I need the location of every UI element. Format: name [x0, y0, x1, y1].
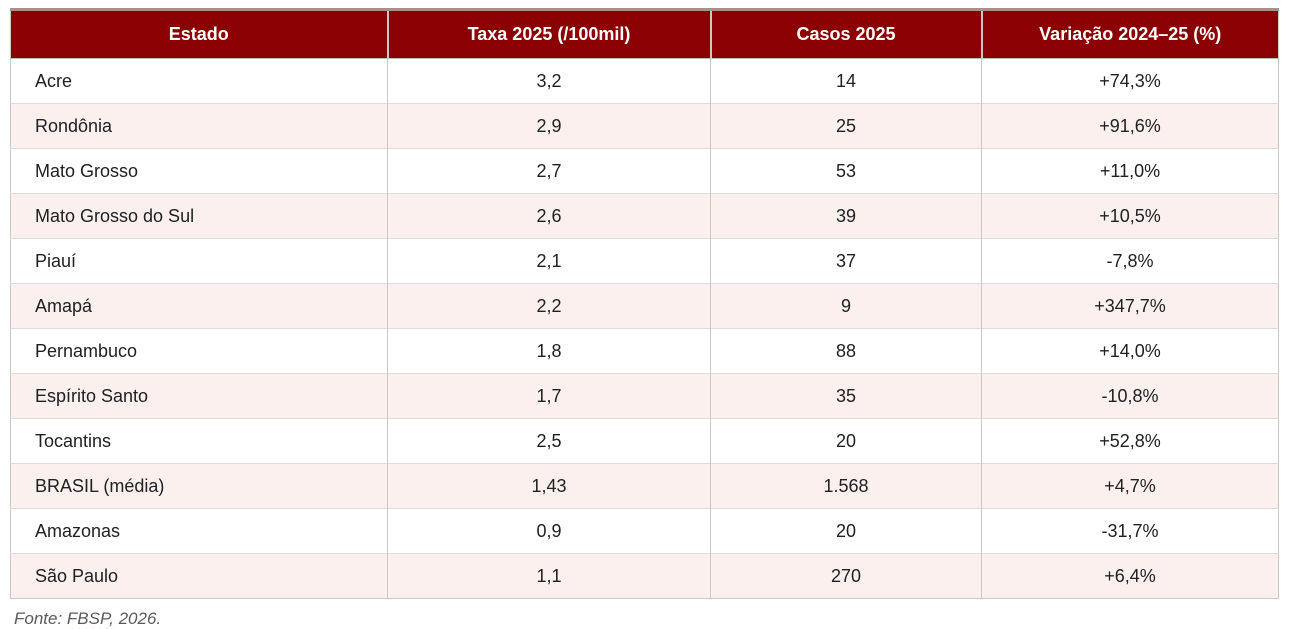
- table-cell: +6,4%: [981, 553, 1279, 599]
- column-header-variacao: Variação 2024–25 (%): [980, 8, 1279, 59]
- table-cell: 2,7: [387, 148, 711, 194]
- table-row: Tocantins 2,5 20 +52,8%: [10, 418, 1279, 464]
- table-cell: 14: [710, 58, 982, 104]
- header-row: Estado Taxa 2025 (/100mil) Casos 2025 Va…: [10, 8, 1279, 59]
- source-note-suffix: 2026.: [113, 609, 162, 628]
- table-cell: 37: [710, 238, 982, 284]
- table-cell: +91,6%: [981, 103, 1279, 149]
- table-row: BRASIL (média) 1,43 1.568 +4,7%: [10, 463, 1279, 509]
- table-cell: 35: [710, 373, 982, 419]
- table-cell: +74,3%: [981, 58, 1279, 104]
- table-cell: 2,6: [387, 193, 711, 239]
- table-cell: -10,8%: [981, 373, 1279, 419]
- column-header-estado: Estado: [10, 8, 388, 59]
- table-row: Amazonas 0,9 20 -31,7%: [10, 508, 1279, 554]
- table-cell: +347,7%: [981, 283, 1279, 329]
- table-cell: Tocantins: [10, 418, 388, 464]
- table-cell: 9: [710, 283, 982, 329]
- table-cell: Pernambuco: [10, 328, 388, 374]
- table-cell: 88: [710, 328, 982, 374]
- table-row: Piauí 2,1 37 -7,8%: [10, 238, 1279, 284]
- table-cell: 0,9: [387, 508, 711, 554]
- table-row: Pernambuco 1,8 88 +14,0%: [10, 328, 1279, 374]
- table-cell: Mato Grosso: [10, 148, 388, 194]
- table-row: Rondônia 2,9 25 +91,6%: [10, 103, 1279, 149]
- table-cell: 2,5: [387, 418, 711, 464]
- table-cell: 2,9: [387, 103, 711, 149]
- table-cell: 270: [710, 553, 982, 599]
- table-cell: -7,8%: [981, 238, 1279, 284]
- table-cell: 1,8: [387, 328, 711, 374]
- table-row: Mato Grosso 2,7 53 +11,0%: [10, 148, 1279, 194]
- source-note-prefix: Fonte:: [14, 609, 67, 628]
- table-cell: 1,43: [387, 463, 711, 509]
- table-row: Amapá 2,2 9 +347,7%: [10, 283, 1279, 329]
- table-cell: Acre: [10, 58, 388, 104]
- table-cell: 25: [710, 103, 982, 149]
- table-cell: +52,8%: [981, 418, 1279, 464]
- table-cell: Rondônia: [10, 103, 388, 149]
- table-cell: 1,7: [387, 373, 711, 419]
- table-cell: +14,0%: [981, 328, 1279, 374]
- states-stats-table: Estado Taxa 2025 (/100mil) Casos 2025 Va…: [10, 8, 1279, 599]
- table-cell: 20: [710, 508, 982, 554]
- column-header-casos: Casos 2025: [709, 8, 982, 59]
- table-cell: +11,0%: [981, 148, 1279, 194]
- table-cell: -31,7%: [981, 508, 1279, 554]
- table-cell: Piauí: [10, 238, 388, 284]
- table-row: Acre 3,2 14 +74,3%: [10, 58, 1279, 104]
- table-cell: 2,2: [387, 283, 711, 329]
- table-cell: Mato Grosso do Sul: [10, 193, 388, 239]
- table-cell: Amazonas: [10, 508, 388, 554]
- table-row: Mato Grosso do Sul 2,6 39 +10,5%: [10, 193, 1279, 239]
- table-header: Estado Taxa 2025 (/100mil) Casos 2025 Va…: [10, 8, 1279, 59]
- table-cell: 3,2: [387, 58, 711, 104]
- table-cell: Amapá: [10, 283, 388, 329]
- table-cell: São Paulo: [10, 553, 388, 599]
- table-cell: 1.568: [710, 463, 982, 509]
- table-cell: +4,7%: [981, 463, 1279, 509]
- column-header-taxa: Taxa 2025 (/100mil): [386, 8, 711, 59]
- table-row: São Paulo 1,1 270 +6,4%: [10, 553, 1279, 599]
- table-cell: BRASIL (média): [10, 463, 388, 509]
- data-table-container: Estado Taxa 2025 (/100mil) Casos 2025 Va…: [10, 8, 1279, 599]
- table-cell: Espírito Santo: [10, 373, 388, 419]
- table-cell: 53: [710, 148, 982, 194]
- source-note: Fonte: FBSP, 2026.: [14, 609, 161, 629]
- table-cell: 2,1: [387, 238, 711, 284]
- table-row: Espírito Santo 1,7 35 -10,8%: [10, 373, 1279, 419]
- table-body: Acre 3,2 14 +74,3% Rondônia 2,9 25 +91,6% Mato G…: [10, 58, 1279, 599]
- source-note-flagged-word: FBSP,: [66, 609, 114, 628]
- table-cell: 39: [710, 193, 982, 239]
- table-cell: 20: [710, 418, 982, 464]
- table-cell: 1,1: [387, 553, 711, 599]
- table-cell: +10,5%: [981, 193, 1279, 239]
